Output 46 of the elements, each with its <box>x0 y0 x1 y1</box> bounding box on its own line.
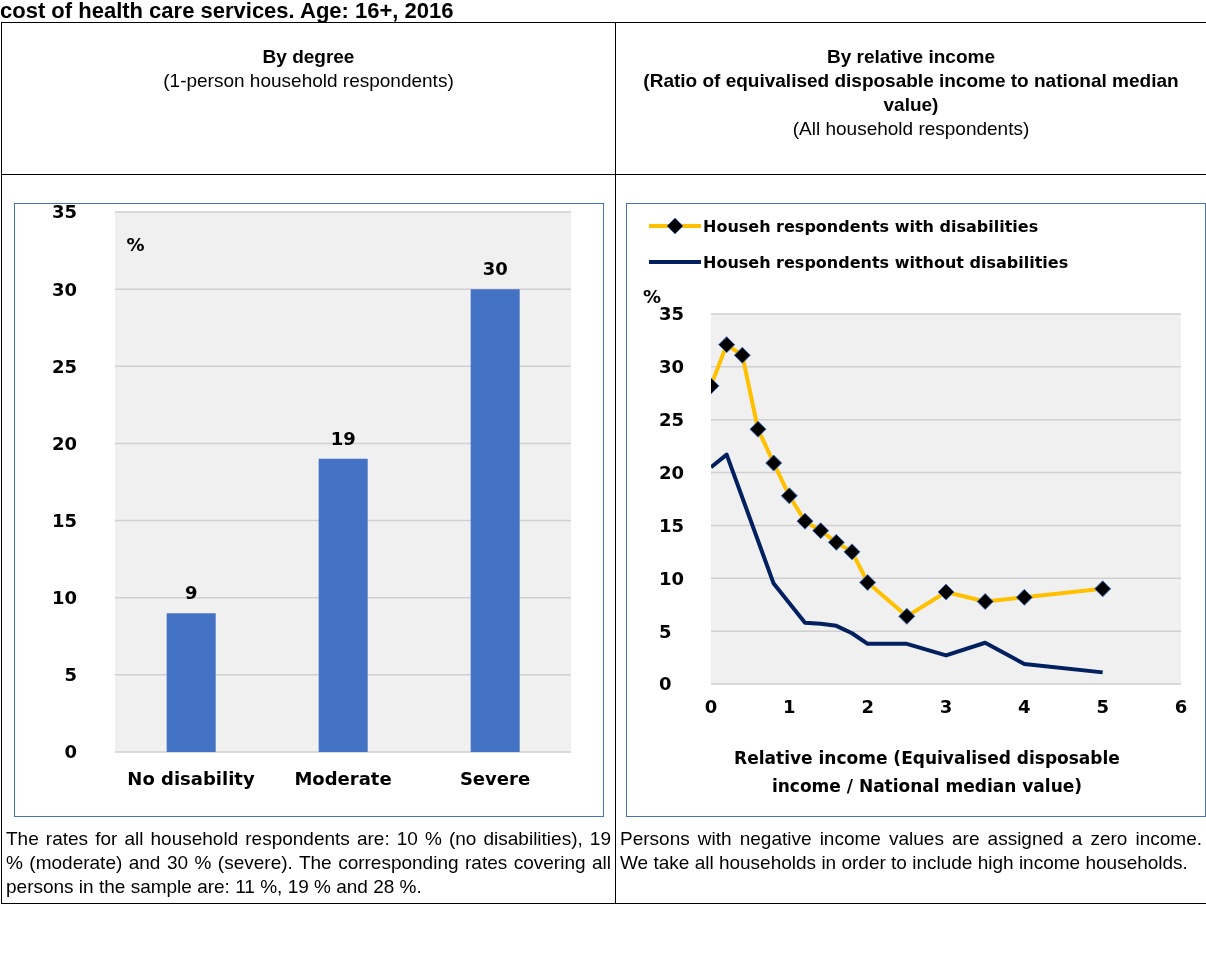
y-tick-label: 0 <box>659 673 672 695</box>
y-axis-title: % <box>126 234 145 255</box>
y-tick-label: 25 <box>659 409 685 431</box>
x-tick-label: Moderate <box>293 767 392 789</box>
y-tick-label: 10 <box>659 567 685 589</box>
y-tick-label: 10 <box>51 587 77 609</box>
legend-label: Househ respondents with disabilities <box>703 216 1039 236</box>
bar <box>318 458 368 752</box>
x-tick-label: 1 <box>783 695 796 717</box>
data-label: 9 <box>184 582 197 604</box>
chart-title: By degree <box>261 45 356 69</box>
x-tick-label: 2 <box>861 695 874 717</box>
x-tick-label: No disability <box>126 767 255 789</box>
bar <box>470 289 520 752</box>
y-tick-label: 20 <box>51 432 77 454</box>
y-tick-label: 35 <box>659 303 685 325</box>
y-tick-label: 5 <box>63 664 77 686</box>
y-tick-label: 35 <box>51 201 77 223</box>
text: cost of health care services. Age: 16+, 2016 <box>0 0 455 23</box>
x-axis-title: Relative income (Equivalised disposable income / National median value) <box>733 747 1121 798</box>
chart-title: By relative income <box>826 45 996 69</box>
text: (All household respondents) <box>791 117 1031 141</box>
x-tick-label: 4 <box>1018 695 1031 717</box>
y-tick-label: 15 <box>659 514 685 536</box>
x-tick-label: 5 <box>1096 695 1109 717</box>
data-label: 19 <box>330 427 356 449</box>
bar <box>166 613 216 752</box>
chart-subtitle: (Ratio of equivalised disposable income to national median value) <box>642 69 1180 117</box>
y-tick-label: 25 <box>51 355 77 377</box>
y-tick-label: 15 <box>51 509 77 531</box>
text: Persons with negative income values are assigned a zero income. We take all households in order to include high income households. <box>619 827 1203 875</box>
x-tick-label: 6 <box>1174 695 1188 717</box>
y-tick-label: 20 <box>659 461 685 483</box>
y-tick-label: 5 <box>659 620 672 642</box>
legend-label: Househ respondents without disabilities <box>703 252 1069 272</box>
text: The rates for all household respondents are: 10 % (no disabilities), 19 % (moderate) and 30 % (severe). The corresponding rates covering all persons in the sample are: 11 %, 19 % and 28 %. <box>2 817 615 903</box>
line-series <box>711 452 1105 675</box>
data-label: 30 <box>482 258 508 280</box>
chart-subtitle: (1-person household respondents) <box>162 69 455 93</box>
x-tick-label: 0 <box>704 695 718 717</box>
y-axis-title: % <box>643 286 662 307</box>
y-tick-label: 0 <box>63 741 77 763</box>
y-tick-label: 30 <box>51 278 77 300</box>
y-tick-label: 30 <box>659 356 685 378</box>
x-tick-label: Severe <box>459 767 530 789</box>
x-tick-label: 3 <box>939 695 953 717</box>
